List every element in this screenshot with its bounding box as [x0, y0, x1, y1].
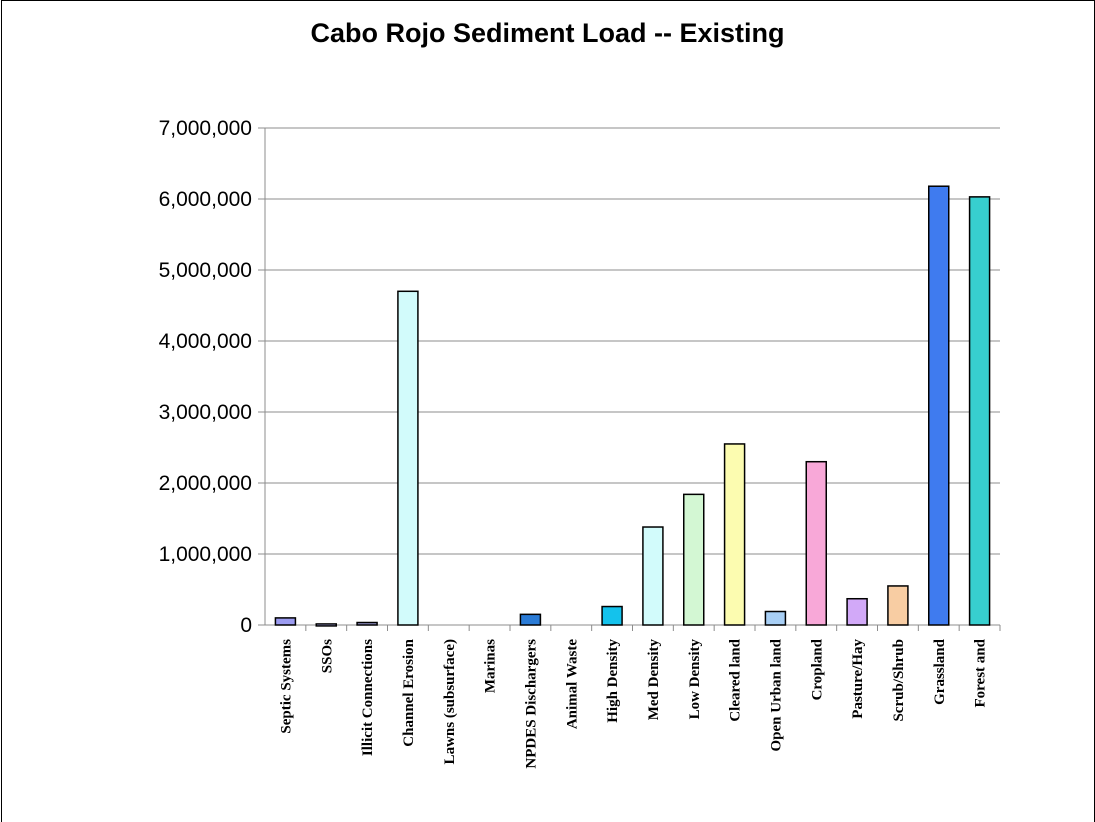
y-tick-label: 2,000,000 — [159, 472, 252, 495]
bar-ssos — [315, 623, 337, 627]
x-tick-label: Illicit Connections — [360, 639, 376, 756]
x-tick-label: High Density — [605, 639, 621, 723]
y-tick-label: 1,000,000 — [159, 543, 252, 566]
y-tick-labels: 0 1,000,000 2,000,000 3,000,000 4,000,000 5,0… — [159, 117, 252, 637]
bar-open-urban-land — [764, 610, 787, 626]
x-tick-label: Septic Systems — [278, 639, 294, 734]
y-tick-label: 3,000,000 — [159, 401, 252, 424]
x-tick-label: Pasture/Hay — [850, 639, 866, 719]
chart-title: Cabo Rojo Sediment Load -- Existing — [310, 18, 785, 48]
bar-illicit-connections — [356, 621, 378, 626]
x-tick-labels: Septic Systems SSOs Illicit Connections Cha… — [278, 638, 988, 768]
gridlines — [265, 127, 1000, 555]
x-tick-label: Animal Waste — [564, 639, 580, 729]
y-tick-label: 6,000,000 — [159, 188, 252, 211]
x-tick-label: NPDES Dischargers — [523, 639, 539, 769]
x-tick-label: Open Urban land — [768, 638, 784, 751]
x-tick-label: Marinas — [483, 639, 499, 693]
bar-scrub-shrub — [887, 585, 909, 626]
x-tick-label: Scrub/Shrub — [891, 639, 907, 722]
bars — [274, 185, 991, 627]
x-tick-label: Low Density — [687, 639, 703, 720]
x-tick-label: Med Density — [646, 639, 662, 721]
y-tick-label: 7,000,000 — [159, 117, 252, 140]
x-tick-label: Forest and — [973, 638, 989, 707]
bar-septic-systems — [274, 617, 297, 626]
x-tick-label: Cleared land — [728, 638, 744, 721]
x-tick-label: Grassland — [932, 638, 948, 705]
x-tick-label: Cropland — [809, 638, 825, 700]
bar-cropland — [805, 460, 827, 626]
x-tick-label: SSOs — [319, 639, 335, 673]
x-tick-label: Channel Erosion — [401, 638, 417, 746]
bar-npdes-dischargers — [519, 613, 542, 626]
axes — [258, 127, 1001, 631]
y-tick-label: 4,000,000 — [159, 330, 252, 353]
bar-low-density — [683, 493, 705, 626]
bar-high-density — [601, 605, 623, 626]
bar-channel-erosion — [397, 290, 419, 626]
y-tick-label: 5,000,000 — [159, 259, 252, 282]
x-tick-label: Lawns (subsurface) — [442, 639, 458, 764]
bar-pasture-hay — [846, 597, 868, 626]
bar-grassland — [928, 185, 950, 626]
bar-med-density — [642, 526, 664, 626]
bar-cleared-land — [723, 443, 746, 626]
y-tick-label: 0 — [240, 614, 252, 637]
bar-forest-and — [968, 196, 991, 626]
